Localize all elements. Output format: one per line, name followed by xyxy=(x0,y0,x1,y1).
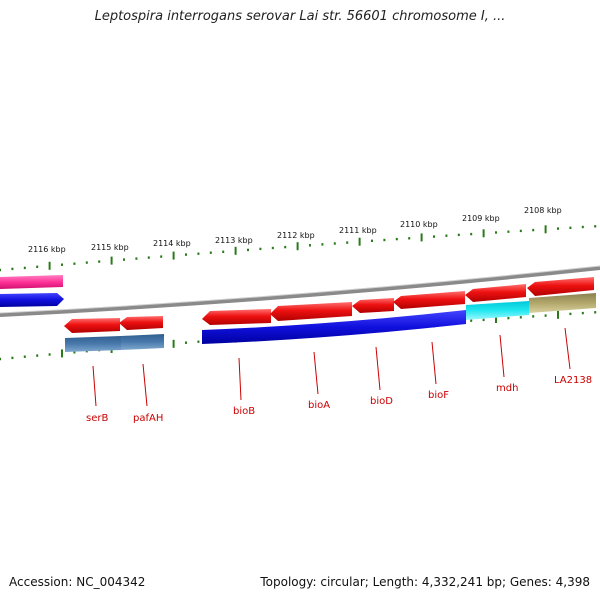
gene-arrow-bioA[interactable] xyxy=(270,302,352,321)
tick-label: 2112 kbp xyxy=(277,231,315,240)
gene-arrow-bioD[interactable] xyxy=(352,298,394,313)
gene-arrow-LA2138[interactable] xyxy=(527,277,594,296)
chromosome-backbone-highlight xyxy=(0,265,600,314)
accession-text: Accession: NC_004342 xyxy=(9,575,146,589)
tick-label: 2108 kbp xyxy=(524,206,562,215)
tick-label: 2113 kbp xyxy=(215,236,253,245)
gene-feature-magenta[interactable] xyxy=(0,275,63,289)
gene-feature-steel-2[interactable] xyxy=(121,334,164,350)
tick-label: 2114 kbp xyxy=(153,239,191,248)
tick-label: 2115 kbp xyxy=(91,243,129,252)
gene-feature-khaki[interactable] xyxy=(529,293,596,313)
tick-label: 2111 kbp xyxy=(339,226,377,235)
gene-feature-blue-left[interactable] xyxy=(0,293,64,307)
genome-stats-text: Topology: circular; Length: 4,332,241 bp… xyxy=(260,575,590,589)
tick-row-upper xyxy=(0,225,597,272)
gene-label-mdh: mdh xyxy=(496,383,518,394)
gene-arrow-pafAH[interactable] xyxy=(119,316,163,330)
gene-feature-blue-long[interactable] xyxy=(202,310,466,344)
gene-arrow-bioB[interactable] xyxy=(202,309,271,325)
gene-arrow-serB[interactable] xyxy=(64,318,120,333)
gene-label-LA2138: LA2138 xyxy=(554,375,592,386)
gene-callout-lines xyxy=(92,327,571,407)
gene-arrow-bioF[interactable] xyxy=(393,291,465,309)
gene-label-serB: serB xyxy=(86,413,108,424)
gene-label-bioD: bioD xyxy=(370,396,393,407)
gene-label-pafAH: pafAH xyxy=(133,413,163,424)
gene-label-bioF: bioF xyxy=(428,390,449,401)
tick-label: 2109 kbp xyxy=(462,214,500,223)
tick-label: 2116 kbp xyxy=(28,245,66,254)
map-title: Leptospira interrogans serovar Lai str. … xyxy=(94,9,506,24)
gene-arrow-mdh[interactable] xyxy=(465,284,526,302)
gene-feature-cyan[interactable] xyxy=(466,301,529,320)
gene-label-bioA: bioA xyxy=(308,400,330,411)
chromosome-backbone xyxy=(0,266,600,317)
gene-label-bioB: bioB xyxy=(233,406,255,417)
gene-feature-steel-1[interactable] xyxy=(65,336,121,352)
tick-label: 2110 kbp xyxy=(400,220,438,229)
